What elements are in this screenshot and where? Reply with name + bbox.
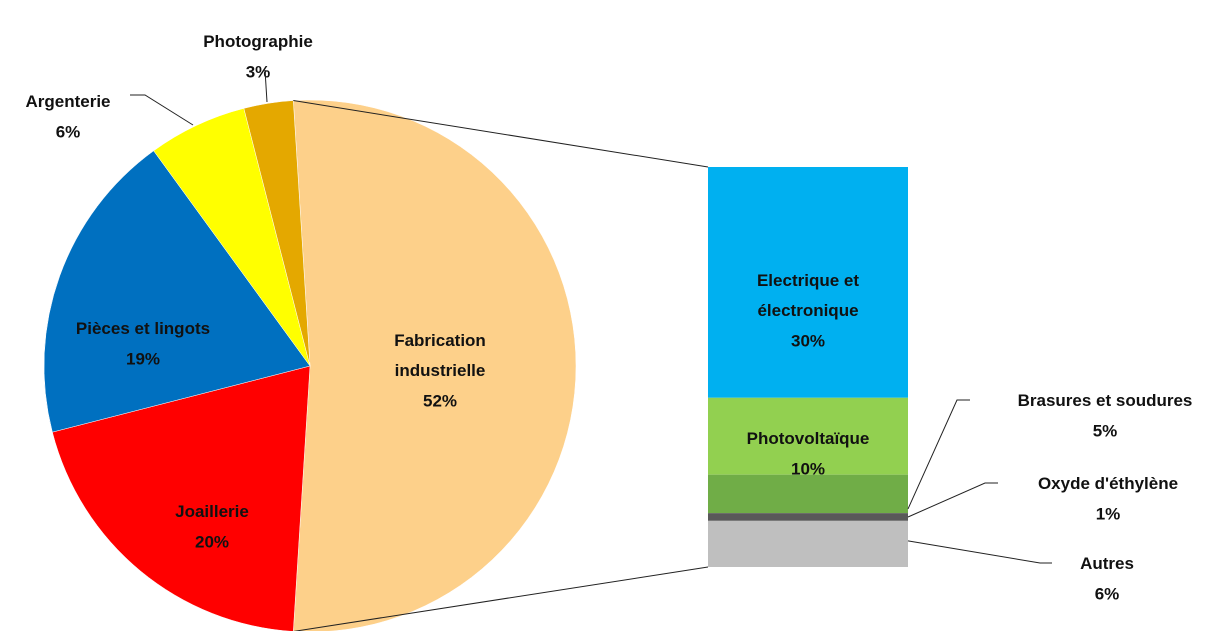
pie-slice [52,365,311,631]
data-label-name: Fabrication industrielle [394,331,486,380]
leader-line [907,540,1052,564]
data-label: 20% [195,532,229,551]
data-label: 6% [56,122,81,141]
data-label-name: Brasures et soudures [1018,391,1193,410]
data-label: 30% [791,331,825,350]
bar-segment [708,474,908,514]
data-label: 5% [1093,421,1118,440]
connector-line [293,566,709,631]
data-label-name: Pièces et lingots [76,319,210,338]
data-label-name: Autres [1080,554,1134,573]
data-label-name: Photovoltaïque [747,429,870,448]
data-label: 19% [126,349,160,368]
connector-line [293,100,709,168]
leader-line [130,94,194,126]
pie-slice [43,150,311,433]
data-label: 6% [1095,584,1120,603]
bar-segment [708,513,908,521]
data-label: 1% [1096,504,1121,523]
data-label: 52% [423,391,457,410]
bar-segment [708,397,908,475]
data-label-name: Joaillerie [175,502,249,521]
pie-slice [243,100,311,367]
data-label: 10% [791,459,825,478]
bar-segment [708,520,908,567]
data-label-name: Oxyde d'éthylène [1038,474,1178,493]
leader-line [264,69,268,103]
data-label: 3% [246,62,271,81]
data-label-name: Electrique et électronique [757,271,859,320]
leader-line [907,399,970,510]
data-label-name: Argenterie [25,92,110,111]
pie-slice [293,99,577,631]
leader-line [907,482,998,518]
data-label-name: Photographie [203,32,313,51]
bar-segment [708,167,908,398]
